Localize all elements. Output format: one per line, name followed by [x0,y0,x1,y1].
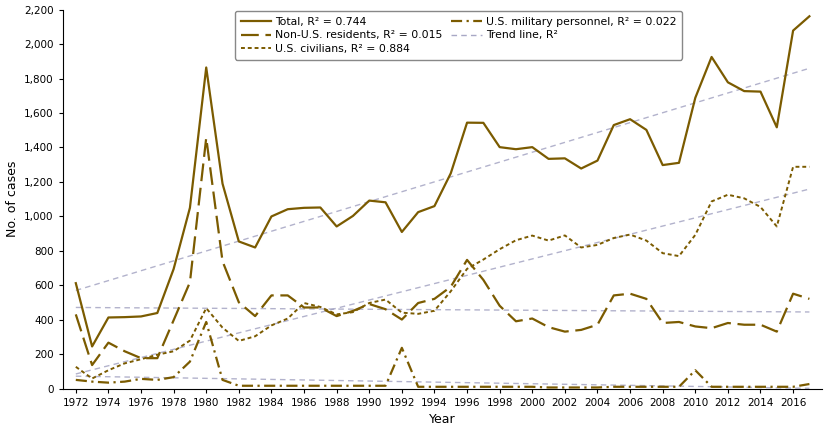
Y-axis label: No. of cases: No. of cases [6,161,18,238]
Legend: Total, R² = 0.744, Non-U.S. residents, R² = 0.015, U.S. civilians, R² = 0.884, U: Total, R² = 0.744, Non-U.S. residents, R… [235,11,681,60]
X-axis label: Year: Year [428,413,456,426]
